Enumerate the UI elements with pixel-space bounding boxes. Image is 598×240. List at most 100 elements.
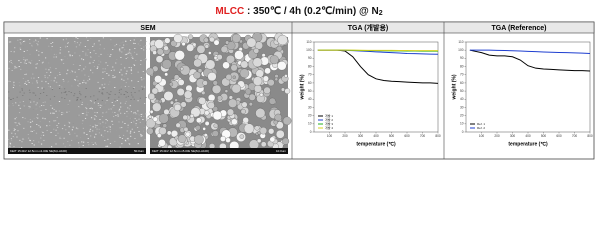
sem-grain xyxy=(225,74,232,81)
sem-grain xyxy=(72,37,74,38)
sem-grain xyxy=(125,96,127,98)
sem-grain xyxy=(162,59,172,69)
sem-grain xyxy=(118,135,120,137)
sem-grain xyxy=(118,89,121,91)
sem-grain xyxy=(74,42,76,44)
legend-label: 개발 1 xyxy=(325,113,333,118)
sem-grain xyxy=(100,53,102,55)
sem-grain xyxy=(56,125,58,126)
sem-grain xyxy=(128,86,130,87)
sem-grain xyxy=(103,48,105,50)
sem-grain xyxy=(105,112,107,114)
sem-grain xyxy=(216,54,223,61)
sem-grain xyxy=(83,68,85,70)
sem-grain xyxy=(274,113,282,122)
sem-grain xyxy=(76,99,78,100)
sem-grain xyxy=(166,130,172,136)
sem-grain xyxy=(121,51,123,53)
sem-grain xyxy=(145,41,147,42)
sem-grain xyxy=(122,41,124,43)
sem-grain xyxy=(71,55,73,57)
sem-grain xyxy=(8,67,10,69)
y-tick-label: 10 xyxy=(460,122,464,126)
sem-grain xyxy=(51,45,53,47)
sem-grain xyxy=(120,47,122,49)
sem-grain xyxy=(82,82,84,84)
sem-grain xyxy=(94,127,97,128)
sem-grain xyxy=(23,92,25,94)
sem-grain xyxy=(228,98,238,108)
sem-grain xyxy=(8,41,11,43)
sem-grain xyxy=(155,55,164,63)
sem-grain xyxy=(22,46,25,48)
sem-grain xyxy=(77,97,79,99)
sem-grain xyxy=(29,106,31,108)
sem-grain xyxy=(99,107,101,109)
sem-grain xyxy=(85,37,88,39)
sem-grain xyxy=(78,86,80,88)
sem-grain xyxy=(108,74,110,76)
sem-grain xyxy=(24,61,26,63)
sem-grain xyxy=(13,51,15,53)
sem-grain xyxy=(68,91,70,92)
sem-grain xyxy=(75,127,78,129)
x-tick-label: 300 xyxy=(358,134,364,138)
sem-grain xyxy=(21,88,23,90)
sem-grain xyxy=(136,119,138,121)
sem-grain xyxy=(90,38,92,40)
title-text: : 350℃ / 4h (0.2℃/min) @ N xyxy=(244,6,378,17)
sem-grain xyxy=(193,58,202,68)
sem-grain xyxy=(23,51,25,52)
sem-grain xyxy=(80,87,82,89)
sem-grain xyxy=(137,81,139,82)
sem-grain xyxy=(82,145,84,146)
sem-grain xyxy=(47,85,50,87)
y-tick-label: 80 xyxy=(460,64,464,68)
sem-grain xyxy=(105,145,107,147)
x-tick-label: 800 xyxy=(435,134,441,138)
sem-grain xyxy=(142,130,145,132)
sem-grain xyxy=(96,128,98,130)
sem-grain xyxy=(13,128,15,129)
sem-grain xyxy=(135,60,137,61)
sem-grain xyxy=(73,95,75,97)
sem-grain xyxy=(124,49,126,51)
sem-grain xyxy=(55,81,58,82)
title-label: MLCC xyxy=(215,6,244,17)
sem-grain xyxy=(85,114,87,116)
sem-grain xyxy=(124,136,126,138)
sem-grain xyxy=(88,63,90,65)
sem-grain xyxy=(226,54,235,64)
sem-grain xyxy=(74,93,76,95)
sem-grain xyxy=(129,39,132,41)
sem-grain xyxy=(239,68,250,79)
sem-grain xyxy=(44,77,46,79)
sem-grain xyxy=(131,94,133,96)
sem-grain xyxy=(204,110,210,116)
sem-grain xyxy=(78,44,81,46)
sem-grain xyxy=(12,83,15,85)
sem-grain xyxy=(24,83,26,85)
sem-grain xyxy=(108,125,110,127)
sem-grain xyxy=(252,57,263,68)
sem-grain xyxy=(37,117,39,118)
sem-grain xyxy=(212,130,219,137)
sem-grain xyxy=(242,117,249,124)
sem-grain xyxy=(92,130,94,132)
sem-grain xyxy=(30,101,32,103)
x-tick-label: 400 xyxy=(373,134,379,138)
sem-grain xyxy=(256,138,262,143)
sem-grain xyxy=(19,91,21,93)
sem-grain xyxy=(23,139,25,140)
sem-grain xyxy=(16,96,18,98)
sem-image: KEIT 15.0kV 12.5mm x1.00k SE(M,LA100) 50… xyxy=(8,37,147,154)
sem-grain xyxy=(276,45,283,52)
sem-grain xyxy=(263,86,271,94)
sem-grain xyxy=(78,147,80,148)
sem-grain xyxy=(133,112,135,114)
sem-grain xyxy=(141,48,143,49)
sem-caption-bar xyxy=(150,148,288,154)
sem-grain xyxy=(89,130,91,132)
sem-grain xyxy=(105,114,107,116)
sem-grain xyxy=(131,80,133,82)
